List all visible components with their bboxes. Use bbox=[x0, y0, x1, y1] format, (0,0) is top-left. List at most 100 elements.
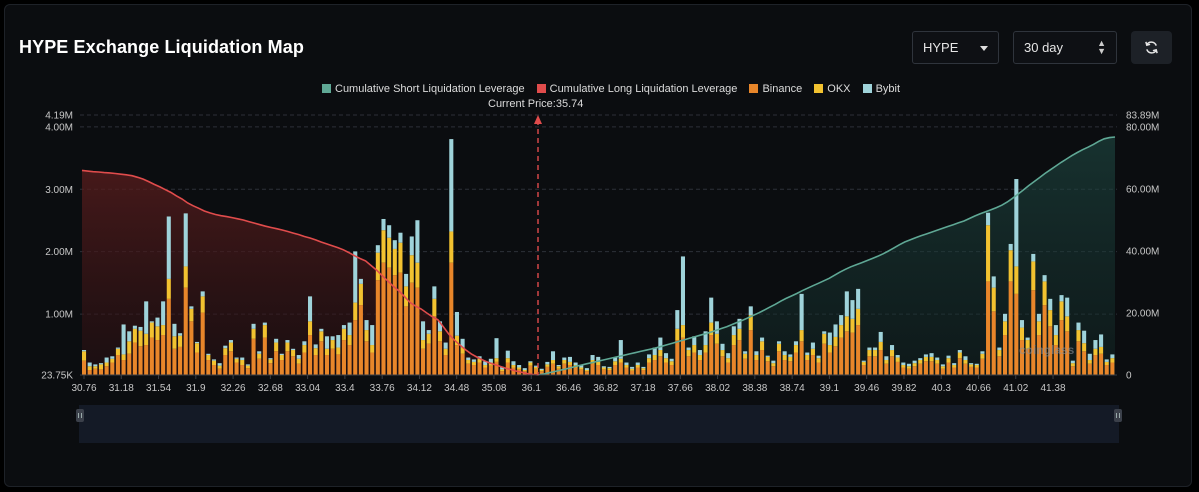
bar-bybit bbox=[104, 357, 109, 363]
bar-okx bbox=[285, 342, 290, 352]
bar-bybit bbox=[647, 354, 652, 359]
x-tick-label: 31.9 bbox=[186, 383, 206, 394]
legend-item-long[interactable]: Cumulative Long Liquidation Leverage bbox=[536, 83, 737, 95]
bar-bybit bbox=[251, 323, 256, 329]
bar-bybit bbox=[1008, 243, 1013, 251]
bar-binance bbox=[183, 287, 188, 375]
bar-bybit bbox=[827, 332, 832, 346]
bar-binance bbox=[822, 343, 827, 375]
bar-bybit bbox=[110, 356, 115, 359]
bar-bybit bbox=[291, 348, 296, 351]
bar-bybit bbox=[432, 286, 437, 299]
bar-bybit bbox=[161, 301, 166, 326]
bar-bybit bbox=[861, 360, 866, 362]
bar-bybit bbox=[686, 347, 691, 351]
bar-bybit bbox=[579, 365, 584, 368]
bar-okx bbox=[743, 353, 748, 359]
bar-okx bbox=[432, 298, 437, 317]
bar-bybit bbox=[969, 363, 974, 365]
bar-binance bbox=[1076, 341, 1081, 375]
bar-binance bbox=[477, 362, 482, 375]
bar-binance bbox=[765, 361, 770, 375]
bar-bybit bbox=[466, 357, 471, 361]
bar-okx bbox=[1053, 335, 1058, 346]
legend-label-okx: OKX bbox=[827, 83, 851, 95]
bar-bybit bbox=[946, 355, 951, 359]
refresh-icon bbox=[1145, 41, 1158, 54]
bar-bybit bbox=[392, 240, 397, 249]
bar-okx bbox=[839, 325, 844, 338]
bar-binance bbox=[844, 331, 849, 375]
bar-binance bbox=[895, 361, 900, 375]
bar-bybit bbox=[737, 318, 742, 329]
zoom-handle-left[interactable] bbox=[76, 409, 84, 422]
bar-binance bbox=[195, 352, 200, 375]
bar-binance bbox=[217, 368, 222, 375]
bar-binance bbox=[788, 361, 793, 375]
bar-bybit bbox=[370, 325, 375, 346]
bar-okx bbox=[1059, 301, 1064, 321]
bar-binance bbox=[341, 340, 346, 375]
bar-okx bbox=[641, 368, 646, 371]
bar-binance bbox=[618, 362, 623, 375]
bar-okx bbox=[500, 369, 505, 372]
legend-item-binance[interactable]: Binance bbox=[749, 83, 802, 95]
bar-bybit bbox=[274, 338, 279, 343]
bar-okx bbox=[793, 345, 798, 353]
coin-select[interactable]: HYPE bbox=[912, 31, 999, 64]
x-tick-label: 41.38 bbox=[1041, 383, 1066, 394]
bar-binance bbox=[590, 363, 595, 375]
bar-binance bbox=[675, 340, 680, 375]
bar-okx bbox=[296, 358, 301, 364]
refresh-button[interactable] bbox=[1131, 31, 1172, 64]
bar-bybit bbox=[1025, 337, 1030, 341]
bar-okx bbox=[833, 336, 838, 347]
bar-okx bbox=[460, 347, 465, 354]
bar-okx bbox=[697, 355, 702, 361]
bar-bybit bbox=[228, 340, 233, 343]
bar-bybit bbox=[714, 321, 719, 334]
legend-item-short[interactable]: Cumulative Short Liquidation Leverage bbox=[322, 83, 525, 95]
bar-okx bbox=[618, 358, 623, 363]
bar-binance bbox=[584, 371, 589, 375]
bar-binance bbox=[805, 360, 810, 375]
bar-binance bbox=[1082, 351, 1087, 375]
bar-bybit bbox=[98, 363, 104, 365]
x-tick-label: 36.82 bbox=[593, 383, 618, 394]
bar-okx bbox=[669, 361, 674, 366]
zoom-scrollbar[interactable] bbox=[79, 405, 1119, 443]
bar-binance bbox=[127, 353, 132, 375]
legend-item-okx[interactable]: OKX bbox=[814, 83, 851, 95]
bar-okx bbox=[1065, 316, 1070, 332]
bar-binance bbox=[98, 369, 104, 375]
bar-bybit bbox=[878, 331, 883, 342]
range-select-value: 30 day bbox=[1024, 40, 1064, 55]
bar-bybit bbox=[805, 352, 810, 356]
bar-bybit bbox=[867, 347, 872, 351]
bar-okx bbox=[878, 341, 883, 351]
bar-okx bbox=[703, 345, 708, 353]
range-select[interactable]: 30 day ▲ ▼ bbox=[1013, 31, 1117, 64]
bar-binance bbox=[1070, 366, 1075, 375]
bar-binance bbox=[336, 354, 341, 375]
bar-binance bbox=[635, 367, 640, 375]
bar-okx bbox=[1104, 361, 1109, 366]
zoom-handle-right[interactable] bbox=[1114, 409, 1122, 422]
bar-bybit bbox=[217, 363, 222, 366]
bar-okx bbox=[923, 356, 928, 362]
bar-bybit bbox=[675, 310, 680, 329]
legend-label-bybit: Bybit bbox=[875, 83, 901, 95]
bar-bybit bbox=[652, 347, 657, 356]
bar-bybit bbox=[449, 139, 454, 232]
bar-okx bbox=[647, 358, 652, 363]
legend-item-bybit[interactable]: Bybit bbox=[862, 83, 901, 95]
bar-okx bbox=[477, 358, 482, 363]
bar-binance bbox=[579, 369, 584, 375]
bar-binance bbox=[460, 353, 465, 375]
bar-binance bbox=[1087, 363, 1092, 375]
bar-bybit bbox=[404, 273, 409, 287]
bar-bybit bbox=[471, 359, 476, 362]
bar-binance bbox=[330, 348, 335, 375]
bar-okx bbox=[805, 355, 810, 361]
bar-binance bbox=[1036, 335, 1041, 375]
